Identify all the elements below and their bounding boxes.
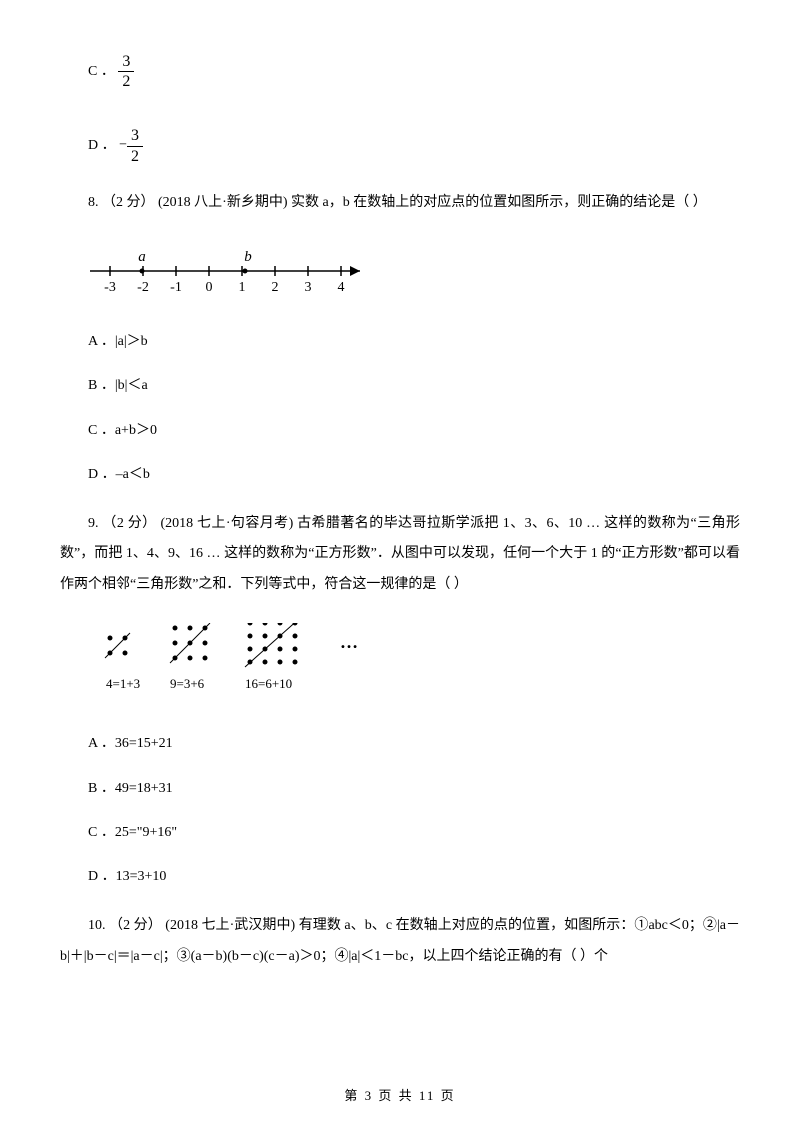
- svg-text:4=1+3: 4=1+3: [106, 676, 140, 691]
- q7-c-frac: 3 2: [118, 52, 134, 91]
- q7-d-num: 3: [127, 126, 143, 146]
- q7-d-frac: 3 2: [127, 126, 143, 165]
- q7-d-neg: −: [119, 138, 127, 153]
- q9-ellipsis: …: [340, 632, 358, 652]
- svg-text:-3: -3: [104, 280, 116, 295]
- svg-text:2: 2: [272, 280, 279, 295]
- svg-text:1: 1: [239, 280, 246, 295]
- svg-text:16=6+10: 16=6+10: [245, 676, 292, 691]
- svg-text:0: 0: [206, 280, 213, 295]
- q9-option-a: A ．36=15+21: [88, 733, 740, 755]
- q8-option-c: C ．a+b＞0: [88, 420, 740, 442]
- svg-text:4: 4: [338, 280, 345, 295]
- q7-c-den: 2: [118, 72, 134, 91]
- q8-option-a: A ．|a|＞b: [88, 331, 740, 353]
- q8-stem: 8. （2 分） (2018 八上·新乡期中) 实数 a，b 在数轴上的对应点的…: [60, 188, 740, 219]
- q7-c-label: C ．: [88, 64, 115, 79]
- q8-option-b: B ．|b|＜a: [88, 375, 740, 397]
- q9-stem: 9. （2 分） (2018 七上·句容月考) 古希腊著名的毕达哥拉斯学派把 1…: [60, 509, 740, 601]
- q7-option-c: C ． 3 2: [88, 52, 740, 91]
- page-footer: 第 3 页 共 11 页: [0, 1086, 800, 1107]
- q8-b-label: b: [244, 249, 252, 265]
- q9-option-b: B ．49=18+31: [88, 778, 740, 800]
- q8-a-label: a: [138, 249, 146, 265]
- svg-text:-2: -2: [137, 280, 149, 295]
- q7-d-den: 2: [127, 147, 143, 166]
- q8-option-d: D ．–a＜b: [88, 464, 740, 486]
- q7-d-label: D ．: [88, 138, 116, 153]
- q9-option-d: D ．13=3+10: [88, 866, 740, 888]
- svg-text:9=3+6: 9=3+6: [170, 676, 205, 691]
- q7-option-d: D ． − 3 2: [88, 126, 740, 165]
- q8-number-line: -3 -2 -1 0 1 2 3 4 a b: [80, 241, 740, 309]
- q9-option-c: C ．25="9+16": [88, 822, 740, 844]
- svg-text:-1: -1: [170, 280, 182, 295]
- q9-dot-figures: … 4=1+3 9=3+6 16=6+10: [100, 623, 740, 711]
- svg-text:3: 3: [305, 280, 312, 295]
- q7-c-num: 3: [118, 52, 134, 72]
- q10-stem: 10. （2 分） (2018 七上·武汉期中) 有理数 a、b、c 在数轴上对…: [60, 911, 740, 973]
